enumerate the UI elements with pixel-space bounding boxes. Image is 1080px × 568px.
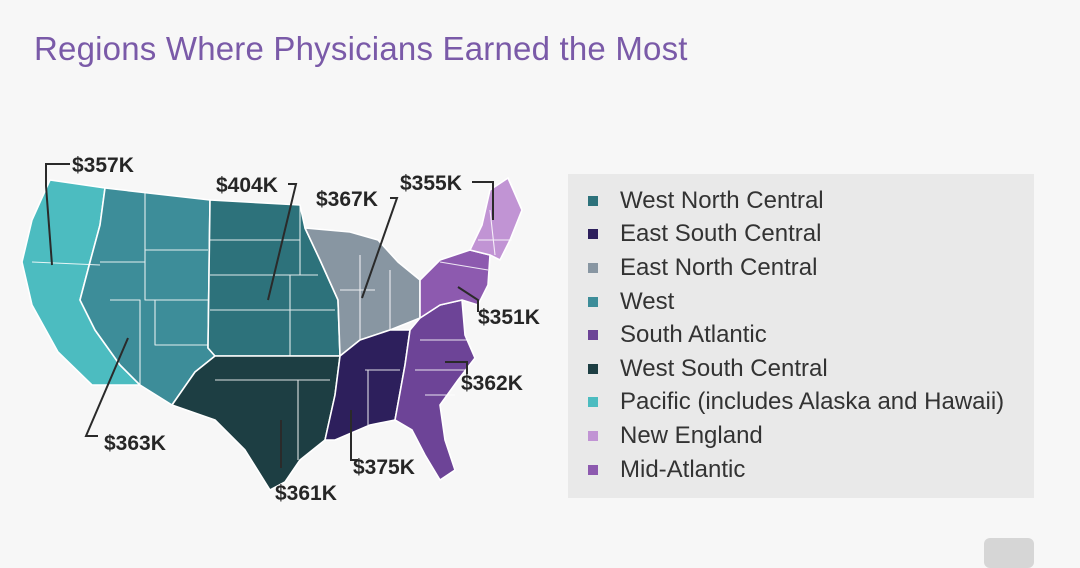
legend-label: West North Central [620, 186, 824, 214]
video-control-button[interactable] [984, 538, 1034, 568]
label-new-england: $355K [400, 172, 462, 195]
slide-title: Regions Where Physicians Earned the Most [34, 30, 688, 67]
region-west-south-central [171, 355, 341, 491]
legend-swatch [588, 296, 598, 307]
legend-swatch [588, 430, 598, 441]
legend-swatch [588, 262, 598, 273]
label-pacific: $357K [72, 154, 134, 177]
legend-item: West [588, 285, 1034, 319]
us-region-map: $357K $404K $367K $355K $351K $362K $363… [21, 154, 540, 505]
label-mid-atlantic: $351K [478, 306, 540, 329]
label-east-south-central: $375K [353, 456, 415, 479]
label-west: $363K [104, 432, 166, 455]
legend-label: South Atlantic [620, 321, 767, 349]
legend-item: West North Central [588, 184, 1034, 218]
legend-swatch [588, 464, 598, 475]
legend-item: Mid-Atlantic [588, 453, 1034, 487]
legend-item: West South Central [588, 352, 1034, 386]
legend-label: New England [620, 421, 763, 449]
legend-label: East South Central [620, 220, 822, 248]
legend-item: New England [588, 419, 1034, 453]
legend-item: East North Central [588, 251, 1034, 285]
legend-label: East North Central [620, 253, 818, 281]
legend-label: Pacific (includes Alaska and Hawaii) [620, 388, 1005, 416]
legend-item: Pacific (includes Alaska and Hawaii) [588, 386, 1034, 420]
legend-swatch [588, 363, 598, 374]
region-new-england [469, 177, 523, 261]
legend-swatch [588, 229, 598, 240]
legend-label: West [620, 287, 675, 315]
legend-label: Mid-Atlantic [620, 455, 746, 483]
map-legend: West North Central East South Central Ea… [568, 174, 1034, 498]
label-west-north-central: $404K [216, 174, 278, 197]
legend-swatch [588, 397, 598, 408]
label-south-atlantic: $362K [461, 372, 523, 395]
legend-swatch [588, 330, 598, 341]
legend-item: South Atlantic [588, 318, 1034, 352]
legend-label: West South Central [620, 354, 828, 382]
label-west-south-central: $361K [275, 482, 337, 505]
label-east-north-central: $367K [316, 188, 378, 211]
legend-item: East South Central [588, 218, 1034, 252]
legend-swatch [588, 195, 598, 206]
region-east-north-central [304, 227, 421, 357]
